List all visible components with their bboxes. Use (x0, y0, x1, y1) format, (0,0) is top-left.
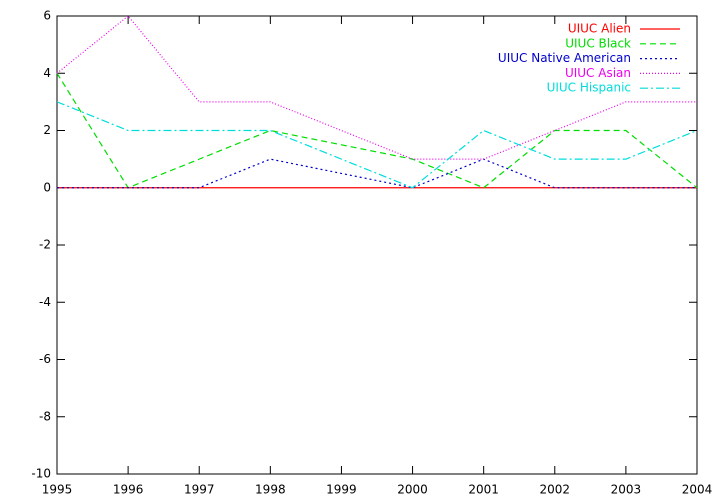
y-tick-label: -8 (39, 409, 51, 423)
y-tick-label: 2 (43, 123, 51, 137)
y-tick-label: 6 (43, 9, 51, 23)
x-tick-label: 2004 (682, 483, 713, 497)
legend-label: UIUC Asian (565, 66, 631, 80)
y-tick-label: 4 (43, 66, 51, 80)
x-tick-label: 1995 (42, 483, 73, 497)
series-line (56, 15, 697, 160)
legend-label: UIUC Black (565, 36, 631, 50)
x-tick-label: 1998 (255, 483, 286, 497)
x-tick-label: 1996 (113, 483, 144, 497)
x-tick-label: 2003 (611, 483, 642, 497)
y-tick-label: -10 (31, 467, 51, 481)
series-line (56, 72, 698, 189)
series-line (57, 158, 697, 189)
x-tick-label: 2001 (468, 483, 499, 497)
series-line (56, 101, 698, 189)
x-tick-label: 1999 (326, 483, 357, 497)
y-tick-label: 0 (43, 180, 51, 194)
x-tick-label: 2000 (397, 483, 428, 497)
y-tick-label: -6 (39, 352, 51, 366)
x-tick-label: 1997 (184, 483, 215, 497)
x-tick-label: 2002 (540, 483, 571, 497)
legend-label: UIUC Alien (568, 22, 631, 36)
y-tick-label: -2 (39, 238, 51, 252)
legend-label: UIUC Native American (498, 51, 631, 65)
y-tick-label: -4 (39, 295, 51, 309)
legend-label: UIUC Hispanic (547, 81, 631, 95)
